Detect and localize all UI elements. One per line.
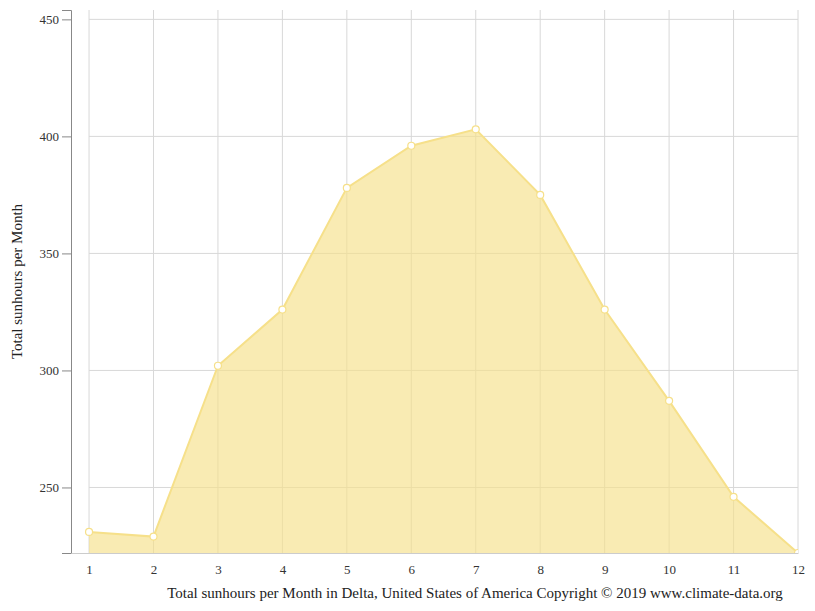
grid — [89, 10, 798, 553]
marker — [408, 142, 415, 149]
tick: 1 — [86, 553, 93, 577]
tick-label: 7 — [473, 562, 480, 577]
marker — [472, 126, 479, 133]
marker — [537, 191, 544, 198]
tick: 250 — [40, 480, 72, 495]
tick: 300 — [40, 363, 72, 378]
tick: 400 — [40, 129, 72, 144]
marker — [601, 306, 608, 313]
title: Total sunhours per Month in Delta, Unite… — [167, 585, 783, 601]
tick-mark — [62, 487, 71, 488]
tick-mark — [62, 19, 71, 20]
grid-line — [89, 10, 90, 553]
marker — [730, 493, 737, 500]
tick-mark — [62, 370, 71, 371]
tick: 7 — [473, 553, 480, 577]
tick-label: 1 — [86, 562, 93, 577]
tick-mark — [62, 136, 71, 137]
tick-label: 10 — [663, 562, 676, 577]
tick-label: 6 — [409, 562, 416, 577]
grid-line — [798, 10, 799, 553]
tick: 12 — [792, 553, 805, 577]
tick: 450 — [40, 12, 72, 27]
tick: 11 — [728, 553, 741, 577]
tick: 10 — [663, 553, 676, 577]
line — [89, 129, 798, 553]
axis-line — [72, 553, 799, 554]
marker — [343, 184, 350, 191]
tick-label: 450 — [40, 12, 60, 27]
tick-label: 2 — [151, 562, 158, 577]
grid-line — [733, 10, 734, 553]
tick: 9 — [602, 553, 609, 577]
plot-area — [86, 126, 798, 553]
tick: 4 — [280, 553, 287, 577]
marker — [666, 397, 673, 404]
grid-line — [153, 10, 154, 553]
tick-label: 400 — [40, 129, 60, 144]
marker — [279, 306, 286, 313]
tick: 2 — [151, 553, 158, 577]
marker — [214, 362, 221, 369]
tick-mark — [62, 253, 71, 254]
grid-line — [89, 19, 798, 20]
tick: 350 — [40, 246, 72, 261]
tick-label: 5 — [344, 562, 351, 577]
marker — [150, 533, 157, 540]
tick-label: 8 — [537, 562, 544, 577]
axis-line — [62, 11, 72, 554]
tick-label: 11 — [728, 562, 741, 577]
tick: 3 — [215, 553, 222, 577]
tick: 8 — [537, 553, 544, 577]
tick-label: 300 — [40, 363, 60, 378]
tick-label: 9 — [602, 562, 609, 577]
tick: 6 — [409, 553, 416, 577]
tick-label: 350 — [40, 246, 60, 261]
x-axis: 123456789101112 — [72, 553, 806, 577]
tick-label: 4 — [280, 562, 287, 577]
y-axis: 250 300 350 400 450 — [40, 11, 72, 554]
tick-label: 12 — [792, 562, 805, 577]
area — [89, 129, 798, 553]
marker — [795, 550, 799, 554]
tick: 5 — [344, 553, 351, 577]
y-axis-title: Total sunhours per Month — [9, 203, 25, 359]
tick-label: 250 — [40, 480, 60, 495]
marker — [86, 528, 93, 535]
chart: 250300350400450123456789101112Total sunh… — [0, 0, 815, 611]
tick-label: 3 — [215, 562, 222, 577]
